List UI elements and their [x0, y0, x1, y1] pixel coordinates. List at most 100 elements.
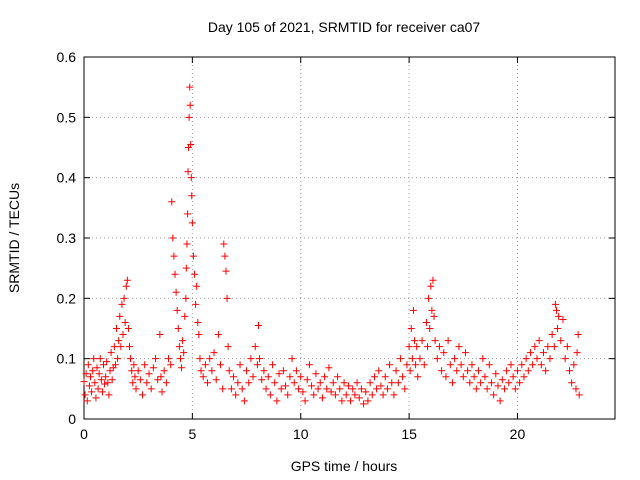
data-point — [103, 358, 111, 366]
data-point — [191, 270, 199, 278]
data-point — [165, 355, 173, 363]
data-point — [464, 367, 472, 375]
data-point — [129, 379, 137, 387]
data-point — [279, 367, 287, 375]
data-point — [108, 376, 116, 384]
data-point — [414, 373, 422, 381]
data-point — [327, 388, 335, 396]
data-point — [418, 337, 426, 345]
data-point — [299, 388, 307, 396]
data-point — [169, 234, 177, 242]
data-point — [123, 276, 131, 284]
data-point — [104, 379, 112, 387]
data-point — [559, 315, 567, 323]
data-point — [481, 373, 489, 381]
data-point — [412, 361, 420, 369]
data-point — [152, 355, 160, 363]
data-point — [196, 355, 204, 363]
y-tick-label: 0 — [68, 411, 76, 427]
data-point — [106, 367, 114, 375]
data-point — [254, 321, 262, 329]
data-point — [264, 373, 272, 381]
data-point — [210, 349, 218, 357]
data-point — [555, 312, 563, 320]
data-point — [522, 355, 530, 363]
data-point — [338, 397, 346, 405]
data-point — [260, 367, 268, 375]
data-point — [373, 385, 381, 393]
data-point — [84, 361, 92, 369]
data-point — [188, 219, 196, 227]
data-point — [425, 294, 433, 302]
data-point — [100, 361, 108, 369]
data-point — [409, 306, 417, 314]
data-point — [446, 361, 454, 369]
data-point — [249, 373, 257, 381]
data-point — [331, 391, 339, 399]
data-point — [548, 331, 556, 339]
data-point — [219, 385, 227, 393]
data-point — [565, 367, 573, 375]
y-tick-label: 0.4 — [57, 170, 77, 186]
x-axis-label: GPS time / hours — [291, 458, 398, 474]
data-point — [172, 288, 180, 296]
data-point — [321, 373, 329, 381]
data-point — [492, 370, 500, 378]
data-point — [107, 349, 115, 357]
data-point — [336, 385, 344, 393]
data-point — [537, 361, 545, 369]
data-point — [459, 373, 467, 381]
data-point — [286, 373, 294, 381]
data-point — [160, 367, 168, 375]
data-point — [247, 355, 255, 363]
data-point — [379, 391, 387, 399]
data-point — [539, 349, 547, 357]
data-point — [82, 370, 90, 378]
data-point — [399, 373, 407, 381]
data-point — [472, 385, 480, 393]
data-point — [351, 391, 359, 399]
data-point — [292, 367, 300, 375]
data-point — [98, 388, 106, 396]
data-point — [494, 382, 502, 390]
data-point — [500, 385, 508, 393]
data-point — [186, 101, 194, 109]
data-point — [297, 373, 305, 381]
data-point — [132, 385, 140, 393]
data-point — [201, 361, 209, 369]
data-point — [145, 370, 153, 378]
data-point — [187, 140, 195, 148]
data-point — [92, 394, 100, 402]
data-point — [308, 382, 316, 390]
data-point — [134, 367, 142, 375]
data-point — [362, 388, 370, 396]
data-point — [85, 382, 93, 390]
data-point — [479, 355, 487, 363]
data-point — [357, 385, 365, 393]
data-point — [122, 282, 130, 290]
data-point — [232, 391, 240, 399]
data-point — [529, 361, 537, 369]
data-point — [130, 361, 138, 369]
data-point — [544, 343, 552, 351]
data-point — [275, 370, 283, 378]
data-point — [496, 397, 504, 405]
data-point — [101, 380, 109, 388]
data-point — [420, 361, 428, 369]
y-tick-label: 0.1 — [57, 351, 77, 367]
data-point — [206, 355, 214, 363]
data-point — [171, 270, 179, 278]
data-point — [212, 376, 220, 384]
data-point — [102, 373, 110, 381]
data-point — [360, 400, 368, 408]
data-point — [131, 373, 139, 381]
data-point — [139, 391, 147, 399]
data-point — [428, 306, 436, 314]
data-point — [116, 312, 124, 320]
data-point — [507, 361, 515, 369]
data-point — [546, 355, 554, 363]
data-point — [375, 367, 383, 375]
data-point — [407, 325, 415, 332]
data-point — [258, 376, 266, 384]
